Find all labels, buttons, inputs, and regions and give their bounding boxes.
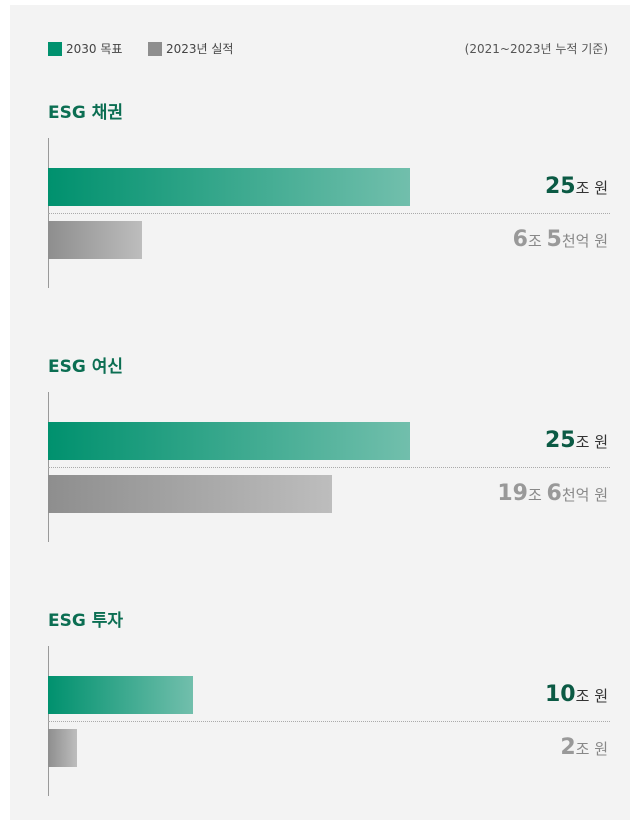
value-label: 6조 5천억 원 [512, 227, 608, 252]
value-label: 2조 원 [560, 735, 608, 760]
separator [48, 213, 610, 214]
group-title: ESG 투자 [48, 611, 124, 631]
bar [48, 422, 410, 460]
legend-swatch [48, 41, 62, 56]
separator [48, 467, 610, 468]
bar [48, 221, 143, 259]
group-title: ESG 채권 [48, 103, 124, 123]
group-title: ESG 여신 [48, 357, 124, 377]
separator [48, 721, 610, 722]
value-label: 19조 6천억 원 [497, 481, 608, 506]
legend-label: 2030 목표 [66, 42, 123, 56]
bar [48, 676, 193, 714]
legend-item: 2023년 실적 [148, 40, 233, 57]
bar [48, 168, 410, 206]
note: (2021~2023년 누적 기준) [464, 42, 608, 56]
bar [48, 729, 77, 767]
bar [48, 475, 332, 513]
legend-swatch [148, 41, 162, 56]
legend-label: 2023년 실적 [166, 42, 234, 56]
value-label: 10조 원 [545, 682, 608, 707]
legend-item: 2030 목표 [48, 40, 122, 57]
value-label: 25조 원 [545, 428, 608, 453]
value-label: 25조 원 [545, 174, 608, 199]
